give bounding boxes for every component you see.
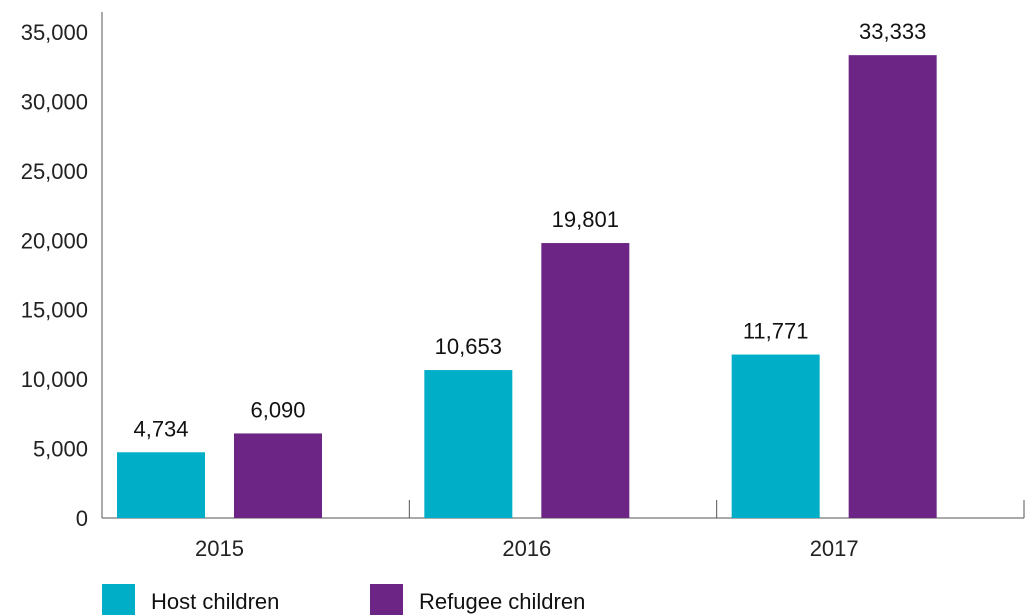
y-tick-label: 15,000 xyxy=(21,298,88,323)
y-tick-label: 20,000 xyxy=(21,228,88,253)
y-tick-label: 35,000 xyxy=(21,20,88,45)
legend-label: Host children xyxy=(151,589,279,614)
bar-value-label: 10,653 xyxy=(435,334,502,359)
y-tick-label: 25,000 xyxy=(21,159,88,184)
bar-value-label: 6,090 xyxy=(250,397,305,422)
y-tick-label: 30,000 xyxy=(21,89,88,114)
legend-swatch xyxy=(102,584,135,615)
bar-value-label: 19,801 xyxy=(552,207,619,232)
bar xyxy=(848,55,937,518)
bar-value-label: 4,734 xyxy=(133,416,188,441)
y-tick-label: 10,000 xyxy=(21,367,88,392)
chart-bars xyxy=(117,55,937,519)
chart-data-labels: 4,734 10,653 11,771 6,090 19,801 33,333 xyxy=(133,19,926,441)
chart-legend: Host children Refugee children xyxy=(102,584,585,615)
bar xyxy=(424,370,513,518)
y-tick-label: 0 xyxy=(76,506,88,531)
bar xyxy=(541,243,630,519)
x-tick-label: 2016 xyxy=(502,536,551,561)
legend-swatch xyxy=(370,584,403,615)
x-tick-label: 2015 xyxy=(195,536,244,561)
bar xyxy=(234,433,322,518)
x-tick-label: 2017 xyxy=(810,536,859,561)
bar xyxy=(731,354,820,518)
bar-value-label: 11,771 xyxy=(743,319,809,344)
legend-label: Refugee children xyxy=(419,589,585,614)
y-tick-label: 5,000 xyxy=(33,437,88,462)
bar xyxy=(117,452,205,518)
bar-value-label: 33,333 xyxy=(859,19,926,44)
chart-axes: 0 5,000 10,000 15,000 20,000 25,000 30,000 35,0… xyxy=(21,12,1025,561)
